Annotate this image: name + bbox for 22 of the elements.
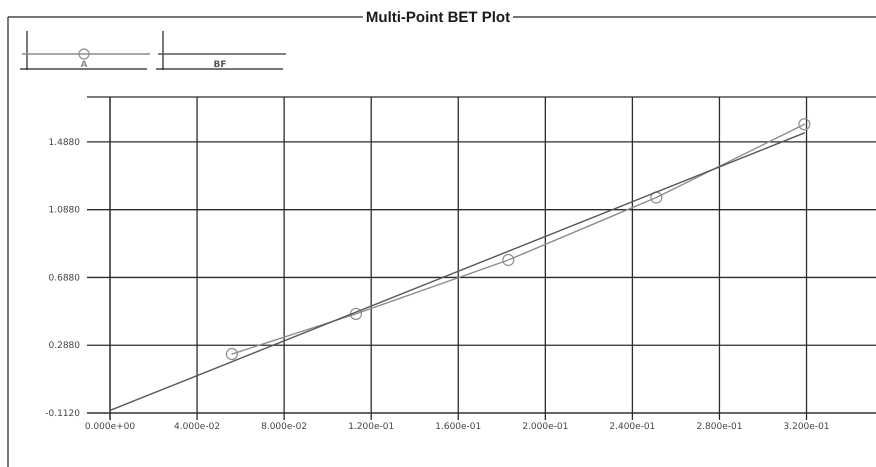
x-tick-label: 0.000e+00	[84, 422, 136, 432]
chart-title: Multi-Point BET Plot	[366, 9, 510, 26]
point	[798, 118, 810, 130]
x-tick-label: 2.400e-01	[609, 422, 656, 432]
y-tick-label: 1.4880	[48, 138, 80, 148]
point	[350, 308, 362, 320]
point	[226, 348, 238, 360]
text: BF	[213, 60, 227, 70]
y-tick-label: 0.2880	[48, 341, 80, 352]
x-tick-label: 2.000e-01	[522, 422, 568, 432]
x-tick-label: 1.200e-01	[348, 422, 394, 432]
y-tick-label: 1.0880	[48, 206, 80, 216]
legend-label: A	[80, 60, 88, 70]
point	[502, 254, 514, 266]
x-tick-label: 3.200e-01	[784, 422, 830, 432]
x-tick-label: 2.800e-01	[696, 422, 742, 432]
y-tick-label: -0.1120	[45, 409, 80, 419]
x-tick-label: 1.600e-01	[435, 422, 482, 432]
x-tick-label: 8.000e-02	[261, 422, 308, 432]
y-tick-label: 0.6880	[48, 273, 80, 284]
x-tick-label: 4.000e-02	[174, 422, 220, 432]
point	[650, 191, 662, 204]
